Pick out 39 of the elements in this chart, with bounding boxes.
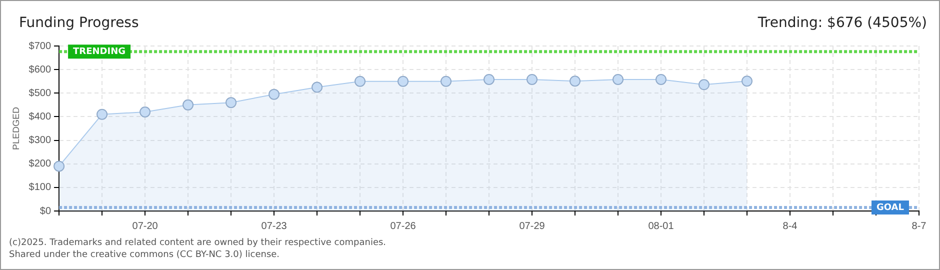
x-tick-label: 07-23 (261, 220, 288, 232)
y-axis-title: PLEDGED (10, 106, 21, 150)
point (440, 76, 452, 87)
point (182, 99, 194, 110)
point (96, 108, 108, 120)
y-tick-label: $500 (28, 88, 52, 99)
text: (c)2025. Trademarks and related content are owned by their respective companies. (9, 237, 386, 249)
x-tick-label: 07-26 (390, 220, 416, 232)
point (570, 76, 581, 87)
y-tick-label: $300 (28, 135, 52, 146)
point (268, 88, 280, 100)
point (226, 97, 237, 108)
point (312, 82, 323, 93)
ref-line-label: GOAL (876, 202, 904, 213)
x-tick-label: 8-7 (912, 220, 927, 232)
point (742, 76, 753, 87)
point (656, 74, 667, 85)
y-tick-label: $700 (28, 40, 52, 52)
point (354, 76, 366, 87)
x-tick-label: 07-29 (519, 220, 546, 232)
y-tick-label: $0 (40, 206, 52, 217)
point (398, 76, 409, 87)
chart-title: Funding Progress (19, 15, 139, 31)
x-tick-label: 8-4 (782, 220, 798, 232)
point (698, 79, 710, 90)
point (484, 74, 495, 85)
y-tick-label: $400 (28, 111, 52, 122)
y-tick-label: $100 (28, 182, 52, 194)
x-tick-label: 08-01 (648, 220, 674, 232)
text: Trending: $676 (4505%) (758, 15, 927, 31)
ref-line-label: TRENDING (73, 47, 126, 57)
point (526, 74, 538, 85)
point (140, 106, 151, 118)
point (612, 74, 624, 85)
point (54, 160, 65, 172)
y-tick-label: $600 (28, 64, 52, 76)
y-tick-label: $200 (28, 158, 52, 170)
text: Shared under the creative commons (CC BY-NC 3.0) license. (9, 249, 281, 261)
x-tick-label: 07-20 (132, 220, 158, 232)
